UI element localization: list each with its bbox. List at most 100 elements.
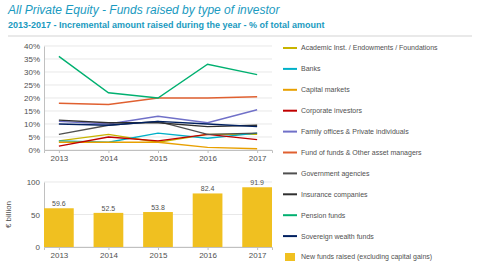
x-axis: 2013 2014 2015 2016 2017 [45,150,273,163]
tick-label: 2016 [199,251,217,260]
tick-mark [108,247,109,250]
tick: 2016 [199,247,217,260]
legend-item: Insurance companies [283,191,368,199]
tick-label: 2014 [100,251,118,260]
legend-swatch [283,68,297,70]
tick-label: 30% [24,68,40,77]
tick-label: 0% [28,146,40,155]
legend-label: Fund of funds & Other asset managers [301,149,422,157]
tick-mark [257,247,258,250]
tick-mark [208,150,209,153]
tick: 40% [24,42,44,51]
tick-label: 100 [27,178,41,187]
line [59,142,257,149]
bar [242,187,272,247]
tick-label: 2016 [199,154,217,163]
grid-line [44,182,272,183]
data-label: 82.4 [201,185,215,192]
subtitle: 2013-2017 - Incremental amount raised du… [8,20,325,30]
tick: 25% [24,81,44,90]
y-axis: 0% 5% 10% 15% 20% 25% 30% 35% 40% [24,42,45,155]
tick-mark [108,150,109,153]
legend-item: Academic Inst. / Endowments / Foundation… [283,44,438,51]
legend-swatch [283,193,297,195]
tick-mark [59,150,60,153]
data-label: 91.9 [250,179,264,186]
tick: 2013 [50,247,68,260]
line [59,120,257,127]
legend-swatch [283,110,297,112]
marks [44,187,272,247]
grid [44,46,272,150]
legend-item: Family offices & Private individuals [283,128,409,136]
tick-label: 50 [31,211,40,220]
tick-label: 40% [24,42,40,51]
legend-label: Pension funds [301,212,346,219]
tick-label: 10% [24,120,40,129]
tick-label: 2013 [50,251,68,260]
legend-label: Corporate investors [301,107,363,115]
marks [59,56,257,148]
axis-line [45,151,273,154]
data-label: 53.8 [151,204,165,211]
tick-label: 2015 [150,154,168,163]
bar [94,213,124,247]
chart-root: All Private Equity - Funds raised by typ… [0,0,480,269]
panel-line: 0%5%10%15%20%25%30%35%40%201320142015201… [24,42,273,163]
tick: 30% [24,68,44,77]
legend-item: Banks [283,65,321,72]
grid [44,182,272,247]
legend-item: Fund of funds & Other asset managers [283,149,422,157]
separator [8,36,472,37]
tick-mark [158,150,159,153]
tick: 2014 [100,247,118,260]
legend-label: New funds raised (excluding capital gain… [301,253,432,261]
tick: 0 [36,243,44,252]
legend-item: Government agencies [283,170,370,178]
tick: 5% [28,133,44,142]
legend-item: Pension funds [283,212,346,219]
y-axis-title: € billion [4,201,13,228]
tick: 2013 [50,150,68,163]
tick-mark [59,247,60,250]
legend-label: Capital markets [301,86,350,94]
tick-label: 5% [28,133,40,142]
tick-label: 2014 [100,154,118,163]
line [59,121,257,126]
tick-mark [257,150,258,153]
legend-label: Sovereign wealth funds [301,233,374,241]
tick-label: 2017 [249,154,267,163]
legend-item: Corporate investors [283,107,363,115]
grid-line [44,59,272,60]
legend-swatch [283,47,297,49]
legend-swatch [285,253,295,261]
tick: 2015 [150,247,168,260]
line [59,134,257,146]
tick: 2017 [249,150,267,163]
tick-label: 15% [24,107,40,116]
legend-swatch [283,89,297,91]
tick-mark [158,247,159,250]
tick-label: 35% [24,55,40,64]
tick: 100 [27,178,44,187]
legend-swatch [283,214,297,216]
axis-line [44,47,45,151]
data-labels: 59.652.553.882.491.9 [52,179,264,212]
title: All Private Equity - Funds raised by typ… [7,3,280,17]
tick: 10% [24,120,44,129]
tick: 20% [24,94,44,103]
tick-label: 2013 [50,154,68,163]
legend-item: Capital markets [283,86,350,94]
tick-label: 2015 [150,251,168,260]
bar [193,193,223,247]
tick: 2016 [199,150,217,163]
tick-mark [208,247,209,250]
legend-label: Academic Inst. / Endowments / Foundation… [301,44,438,51]
legend-swatch [283,172,297,174]
tick-label: 0 [36,243,41,252]
data-label: 52.5 [102,205,116,212]
bar [44,208,74,247]
legend: Academic Inst. / Endowments / Foundation… [283,44,438,261]
tick: 2014 [100,150,118,163]
tick: 35% [24,55,44,64]
